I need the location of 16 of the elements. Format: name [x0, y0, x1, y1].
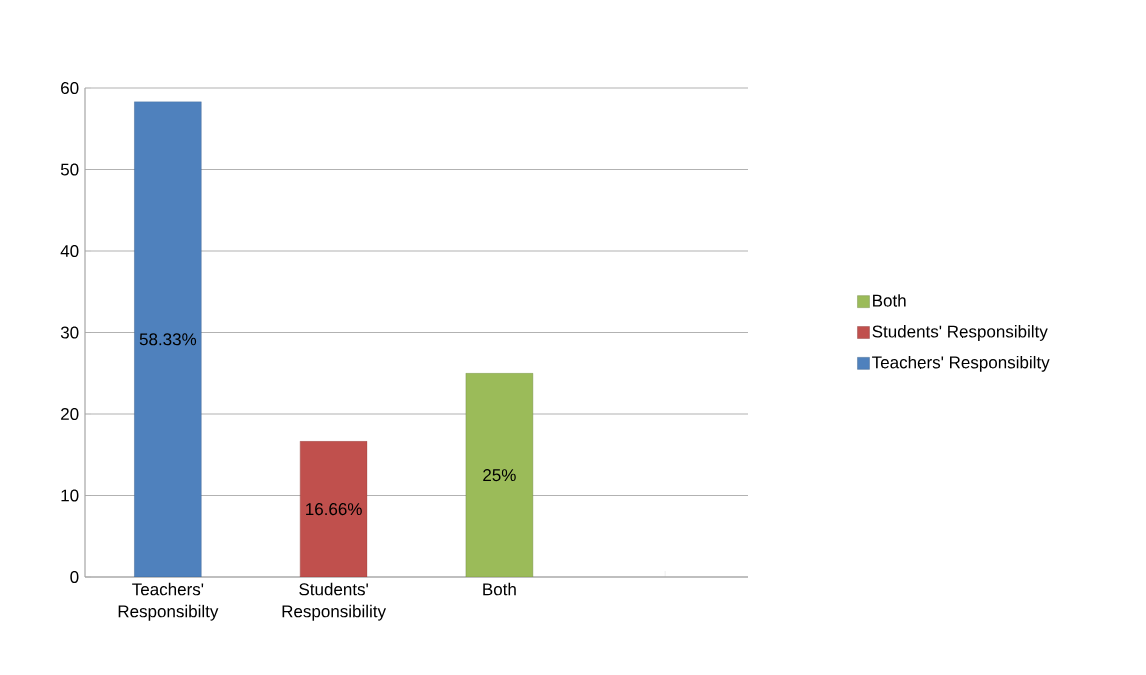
y-tick-label: 10	[61, 489, 79, 502]
y-tick-label: 50	[60, 163, 79, 176]
data-label: 25%	[483, 469, 516, 482]
x-tick-label: Teachers' Responsibilty	[118, 582, 219, 621]
data-label: 58.33%	[139, 333, 197, 346]
y-tick-label: 30	[60, 326, 79, 339]
x-tick-label: Both	[483, 582, 516, 596]
legend-label: Teachers' Responsibilty	[872, 355, 1050, 372]
legend-label: Students' Responsibilty	[872, 325, 1048, 341]
y-tick-label: 40	[60, 244, 79, 258]
y-tick-label: 20	[61, 407, 79, 421]
y-tick-label: 60	[61, 81, 79, 95]
legend-label: Both	[873, 294, 906, 307]
data-label: 16.66%	[306, 503, 362, 516]
y-tick-label: 0	[70, 570, 79, 584]
x-tick-label: Students' Responsibility	[282, 582, 387, 621]
